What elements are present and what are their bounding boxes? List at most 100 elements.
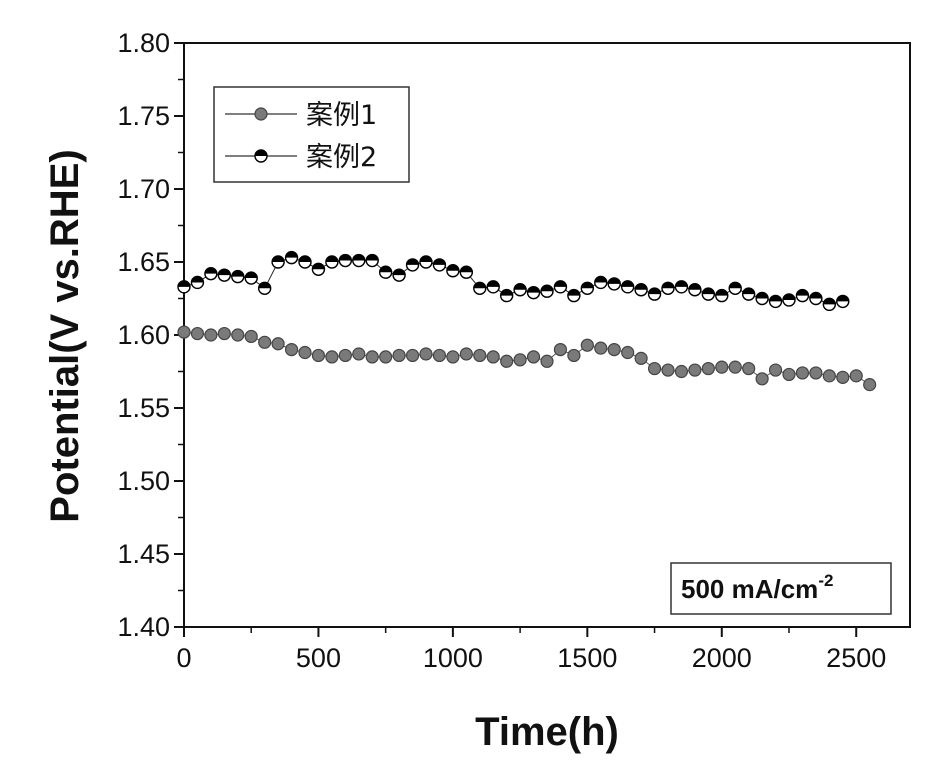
x-tick-label: 500 (296, 643, 341, 673)
data-point (487, 281, 499, 293)
data-point (272, 256, 284, 268)
y-tick-label: 1.40 (117, 612, 170, 642)
data-point (675, 281, 687, 293)
data-point (474, 282, 486, 294)
data-point (245, 272, 257, 284)
annotation-label: 500 mA/cm-2 (681, 571, 833, 604)
x-tick-label: 1500 (557, 643, 617, 673)
data-point (407, 259, 419, 271)
data-point (554, 344, 566, 356)
data-point (756, 373, 768, 385)
data-point (743, 363, 755, 375)
current-density-annotation: 500 mA/cm-2 (671, 563, 891, 614)
y-tick-label: 1.60 (117, 320, 170, 350)
data-point (689, 364, 701, 376)
data-point (178, 281, 190, 293)
data-point (689, 284, 701, 296)
data-point (366, 255, 378, 267)
data-point (662, 364, 674, 376)
data-point (232, 271, 244, 283)
y-tick-label: 1.70 (117, 174, 170, 204)
data-point (407, 349, 419, 361)
data-point (702, 288, 714, 300)
data-point (218, 269, 230, 281)
data-point (205, 268, 217, 280)
data-point (783, 368, 795, 380)
data-point (622, 347, 634, 359)
data-point (528, 287, 540, 299)
legend-marker-filled-circle (255, 108, 267, 120)
data-point (460, 266, 472, 278)
data-point (810, 293, 822, 305)
data-point (232, 329, 244, 341)
data-point (568, 349, 580, 361)
data-point (595, 276, 607, 288)
data-point (622, 281, 634, 293)
data-point (608, 344, 620, 356)
data-point (299, 347, 311, 359)
data-point (286, 344, 298, 356)
stability-chart: 1.401.451.501.551.601.651.701.751.80 050… (0, 0, 934, 767)
data-point (716, 361, 728, 373)
data-point (205, 329, 217, 341)
data-point (312, 349, 324, 361)
data-point (608, 278, 620, 290)
legend: 案例1 案例2 (214, 87, 409, 182)
data-point (353, 255, 365, 267)
data-point (326, 256, 338, 268)
data-point (447, 265, 459, 277)
data-point (474, 349, 486, 361)
data-point (649, 363, 661, 375)
data-point (702, 363, 714, 375)
data-point (501, 355, 513, 367)
data-point (272, 338, 284, 350)
data-point (568, 290, 580, 302)
data-point (339, 255, 351, 267)
data-point (528, 351, 540, 363)
data-point (796, 290, 808, 302)
data-point (823, 370, 835, 382)
data-point (393, 349, 405, 361)
data-point (312, 263, 324, 275)
x-tick-label: 2500 (826, 643, 886, 673)
data-point (514, 354, 526, 366)
data-point (675, 366, 687, 378)
data-point (259, 336, 271, 348)
data-point (259, 282, 271, 294)
data-point (393, 269, 405, 281)
data-point (595, 342, 607, 354)
legend-label-series-1: 案例1 (306, 100, 377, 131)
data-point (541, 285, 553, 297)
data-point (649, 288, 661, 300)
series-1 (178, 326, 876, 391)
data-point (581, 339, 593, 351)
data-point (864, 379, 876, 391)
legend-point-series-1 (255, 108, 267, 120)
data-point (554, 281, 566, 293)
data-point (743, 288, 755, 300)
data-point (191, 328, 203, 340)
data-point (433, 349, 445, 361)
data-point (420, 256, 432, 268)
data-point (783, 294, 795, 306)
y-tick-label: 1.50 (117, 466, 170, 496)
data-point (823, 298, 835, 310)
data-point (770, 295, 782, 307)
data-point (635, 284, 647, 296)
data-point (514, 284, 526, 296)
data-point (460, 348, 472, 360)
y-tick-label: 1.80 (117, 28, 170, 58)
data-point (420, 348, 432, 360)
legend-point-series-2 (255, 150, 267, 162)
y-tick-label: 1.55 (117, 393, 170, 423)
data-point (286, 252, 298, 264)
data-point (541, 355, 553, 367)
data-point (662, 282, 674, 294)
data-point (191, 276, 203, 288)
data-point (178, 326, 190, 338)
data-point (353, 348, 365, 360)
data-point (796, 367, 808, 379)
data-point (837, 295, 849, 307)
data-point (380, 351, 392, 363)
data-point (729, 361, 741, 373)
